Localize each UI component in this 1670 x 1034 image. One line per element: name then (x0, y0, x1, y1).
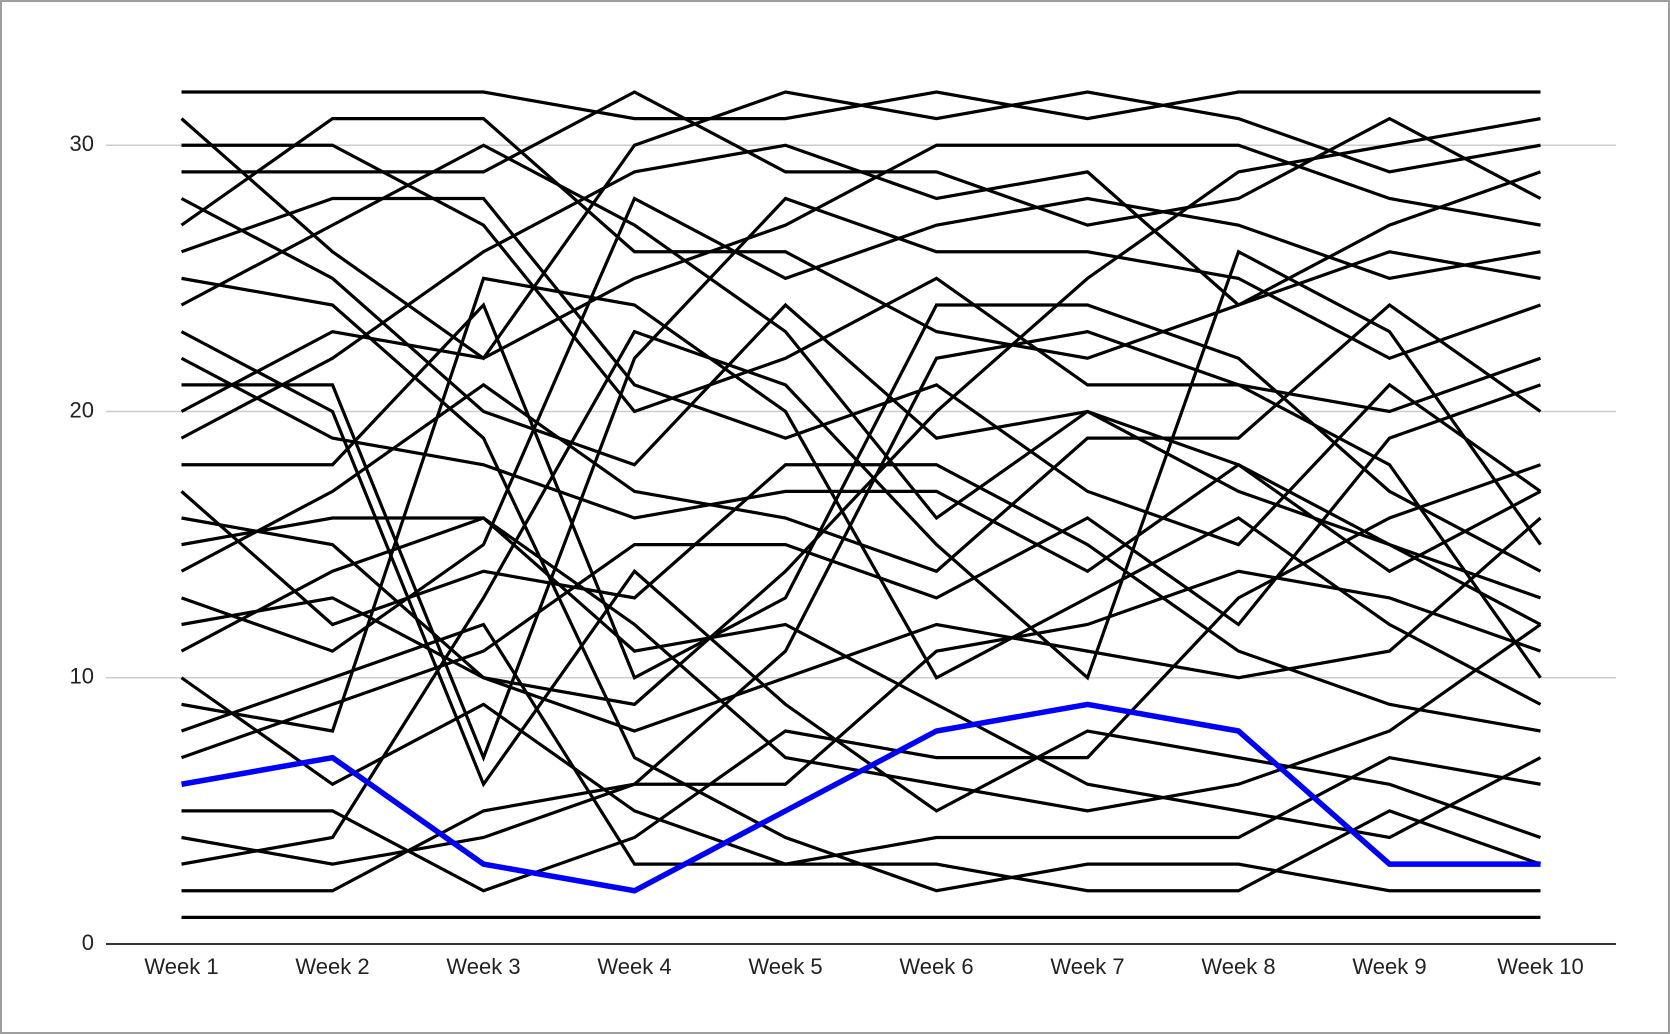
x-tick-label: Week 9 (1352, 954, 1426, 979)
series-line (180, 676, 1542, 893)
series-line (180, 117, 1542, 360)
x-tick-label: Week 2 (295, 954, 369, 979)
y-tick-label: 10 (70, 664, 94, 689)
series-line (180, 143, 1542, 574)
x-tick-label: Week 6 (899, 954, 973, 979)
series-line (180, 143, 1541, 440)
series-line (181, 276, 1542, 733)
series-line (181, 117, 1541, 707)
series-line (181, 516, 1542, 733)
y-tick-label: 20 (70, 397, 94, 422)
series-line (180, 143, 1541, 413)
x-tick-label: Week 1 (144, 954, 218, 979)
series-line (180, 196, 1542, 547)
series-line (181, 329, 1542, 893)
series-line (180, 196, 1541, 653)
x-tick-label: Week 8 (1201, 954, 1275, 979)
y-tick-label: 30 (70, 131, 94, 156)
series-line (180, 383, 1542, 760)
x-tick-label: Week 4 (597, 954, 671, 979)
series-line (181, 196, 1542, 763)
y-tick-label: 0 (82, 930, 94, 955)
series-line (181, 701, 1541, 894)
x-tick-label: Week 3 (446, 954, 520, 979)
x-tick-label: Week 5 (748, 954, 822, 979)
series-line (181, 516, 1542, 840)
x-tick-label: Week 10 (1497, 954, 1583, 979)
series-line (181, 249, 1542, 866)
x-tick-label: Week 7 (1050, 954, 1124, 979)
